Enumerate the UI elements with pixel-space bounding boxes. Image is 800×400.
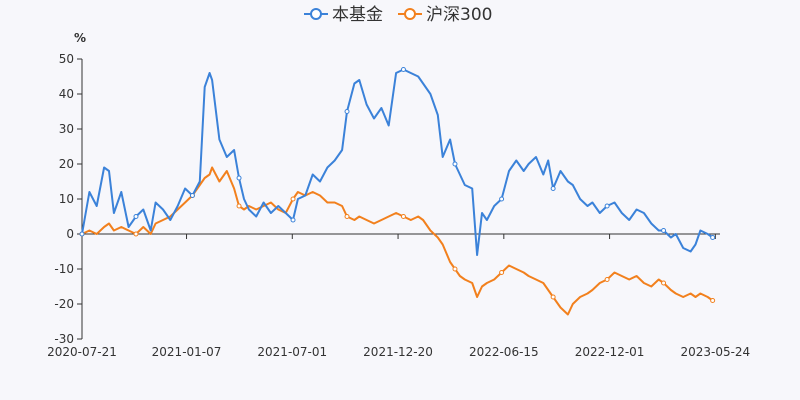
x-tick-label: 2021-01-07 xyxy=(152,345,222,359)
legend-marker-icon xyxy=(310,8,322,20)
x-tick-label: 2021-12-20 xyxy=(363,345,433,359)
x-axis: 2020-07-21 2021-01-07 2021-07-01 2021-12-20… xyxy=(47,234,750,359)
data-point[interactable] xyxy=(79,231,85,237)
data-point[interactable] xyxy=(710,235,716,240)
data-point[interactable] xyxy=(344,109,350,114)
y-tick-label: 0 xyxy=(66,227,74,241)
data-point[interactable] xyxy=(550,294,556,300)
legend-label: 沪深300 xyxy=(426,5,492,25)
series-line[interactable] xyxy=(81,68,714,256)
x-tick-label: 2022-12-01 xyxy=(575,345,645,359)
y-tick-label: 50 xyxy=(59,52,74,66)
y-tick-label: 40 xyxy=(59,87,74,101)
data-point[interactable] xyxy=(290,196,296,202)
data-point[interactable] xyxy=(710,298,716,303)
data-point[interactable] xyxy=(236,203,242,209)
data-point[interactable] xyxy=(604,277,610,282)
series-1[interactable] xyxy=(79,166,716,316)
y-tick-label: -20 xyxy=(54,297,74,311)
legend[interactable]: 本基金 沪深300 xyxy=(304,5,492,25)
x-tick-label: 2021-07-01 xyxy=(257,345,327,359)
data-point[interactable] xyxy=(400,214,406,219)
series-0[interactable] xyxy=(79,67,716,256)
y-axis-ticks: 50 40 30 20 10 0 -10 -20 -30 xyxy=(54,52,83,346)
x-tick-label: 2023-05-24 xyxy=(680,345,750,359)
y-tick-label: 30 xyxy=(59,122,74,136)
legend-marker-icon xyxy=(404,8,416,20)
data-point[interactable] xyxy=(236,175,242,181)
series-layer xyxy=(79,67,716,316)
data-point[interactable] xyxy=(400,67,406,72)
x-tick-label: 2022-06-15 xyxy=(469,345,539,359)
data-point[interactable] xyxy=(661,228,667,233)
data-point[interactable] xyxy=(133,231,139,237)
data-point[interactable] xyxy=(452,161,458,167)
data-point[interactable] xyxy=(550,186,556,191)
legend-item-1[interactable]: 沪深300 xyxy=(398,5,492,25)
data-point[interactable] xyxy=(604,203,610,209)
legend-item-0[interactable]: 本基金 xyxy=(304,5,383,25)
data-point[interactable] xyxy=(661,280,667,286)
data-point[interactable] xyxy=(290,217,296,223)
y-tick-label: -10 xyxy=(54,262,74,276)
data-point[interactable] xyxy=(189,193,195,198)
y-axis-unit-label: % xyxy=(74,31,86,45)
data-point[interactable] xyxy=(499,270,505,275)
data-point[interactable] xyxy=(133,214,139,219)
data-point[interactable] xyxy=(344,214,350,219)
y-tick-label: 20 xyxy=(59,157,74,171)
data-point[interactable] xyxy=(452,266,458,272)
y-tick-label: 10 xyxy=(59,192,74,206)
y-tick-label: -30 xyxy=(54,332,74,346)
x-tick-label: 2020-07-21 xyxy=(47,345,117,359)
series-line[interactable] xyxy=(81,166,714,316)
legend-label: 本基金 xyxy=(332,5,383,25)
data-point[interactable] xyxy=(499,196,505,202)
